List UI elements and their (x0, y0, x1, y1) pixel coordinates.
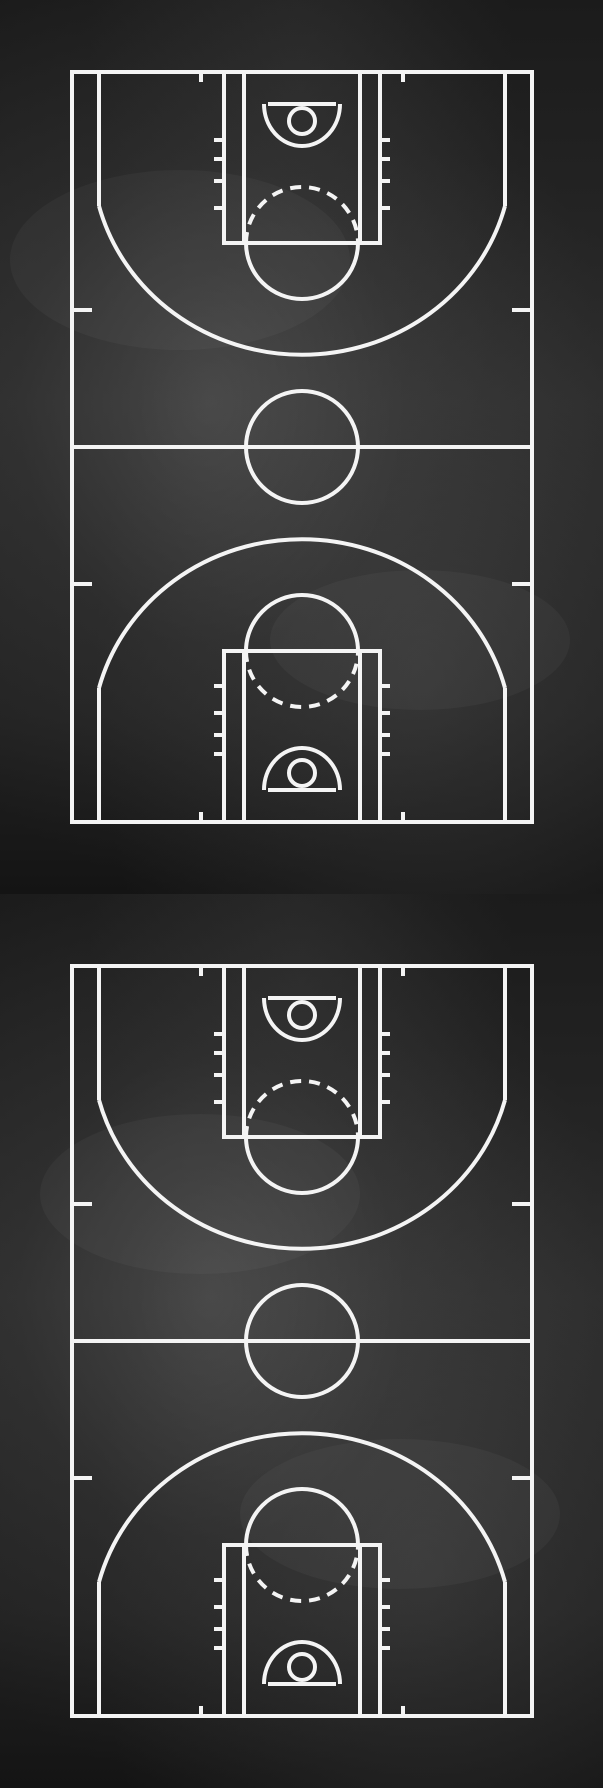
hoop-rim (287, 758, 317, 788)
half-court-bottom (72, 1431, 532, 1718)
restricted-area-arc (262, 103, 342, 148)
restricted-area-arc (262, 746, 342, 791)
free-throw-circle-outer (244, 1487, 360, 1546)
chalk-smudge (240, 1439, 560, 1589)
free-throw-lane-outer (222, 964, 382, 1139)
hoop-rim (287, 1000, 317, 1030)
half-court-bottom (72, 537, 532, 824)
hoop-rim (287, 106, 317, 136)
hoop-rim (287, 1652, 317, 1682)
chalk-smudges (40, 1114, 560, 1589)
center-circle (244, 389, 360, 505)
restricted-area-arc (262, 997, 342, 1042)
free-throw-circle-dashed (244, 650, 360, 709)
half-court-top (72, 70, 532, 357)
court-panel-top (0, 0, 603, 894)
three-point-arc (97, 1431, 507, 1583)
free-throw-circle-outer (244, 593, 360, 652)
free-throw-circle-outer (244, 242, 360, 301)
half-court-top (72, 964, 532, 1251)
three-point-arc (97, 205, 507, 357)
court-panel-bottom (0, 894, 603, 1788)
free-throw-circle-dashed (244, 1079, 360, 1138)
center-circle (244, 1283, 360, 1399)
chalk-smudge (270, 570, 570, 710)
three-point-arc (97, 1099, 507, 1251)
basketball-court-icon (10, 70, 570, 824)
basketball-court-icon (40, 964, 560, 1718)
three-point-arc (97, 537, 507, 689)
free-throw-circle-dashed (244, 185, 360, 244)
free-throw-circle-outer (244, 1136, 360, 1195)
free-throw-circle-dashed (244, 1544, 360, 1603)
chalk-smudge (10, 170, 350, 350)
restricted-area-arc (262, 1640, 342, 1685)
